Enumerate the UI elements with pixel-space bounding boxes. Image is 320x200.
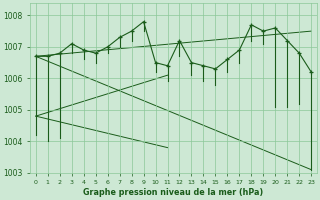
X-axis label: Graphe pression niveau de la mer (hPa): Graphe pression niveau de la mer (hPa) xyxy=(84,188,264,197)
